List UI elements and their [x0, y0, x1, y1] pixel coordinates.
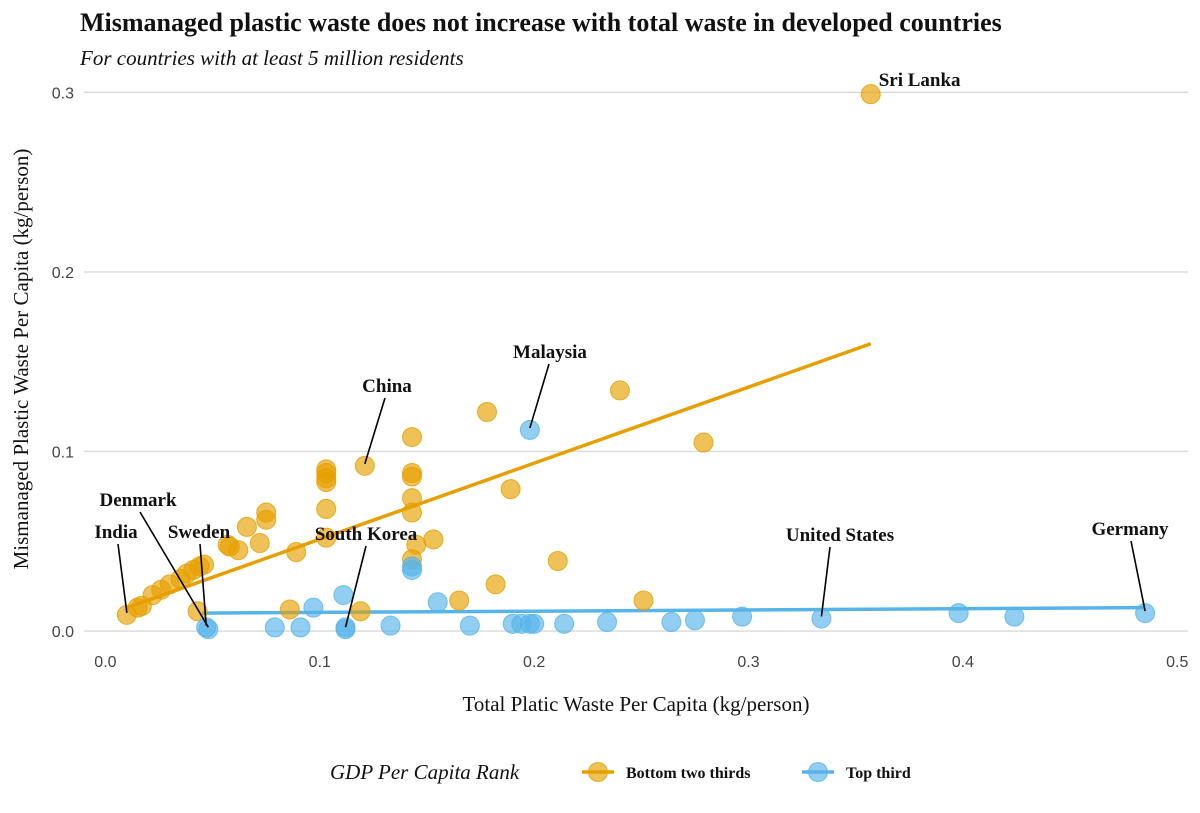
data-point — [286, 542, 307, 563]
data-point — [228, 540, 249, 561]
data-points — [116, 84, 1156, 640]
data-point — [264, 617, 285, 638]
legend-label: Bottom two thirds — [626, 765, 750, 782]
y-axis-ticks: 0.0 0.1 0.2 0.3 — [52, 85, 74, 641]
x-axis-ticks: 0.0 0.1 0.2 0.3 0.4 0.5 — [94, 654, 1188, 671]
data-point — [661, 612, 682, 633]
data-point — [316, 527, 337, 548]
country-label: China — [362, 376, 412, 397]
data-point — [860, 84, 881, 105]
y-tick-label: 0.3 — [52, 85, 74, 102]
annotation-leader-line — [820, 546, 831, 617]
data-point — [547, 550, 568, 571]
country-label: Germany — [1091, 519, 1169, 540]
annotation-leader-line — [344, 545, 367, 628]
x-tick-label: 0.1 — [309, 654, 331, 671]
x-axis-title: Total Platic Waste Per Capita (kg/person… — [463, 692, 810, 716]
chart-subtitle: For countries with at least 5 million re… — [80, 46, 464, 70]
data-point — [401, 502, 422, 523]
x-tick-label: 0.3 — [737, 654, 759, 671]
data-point — [597, 612, 618, 633]
grid-lines — [84, 91, 1188, 632]
y-axis-title: Mismanaged Plastic Waste Per Capita (kg/… — [9, 149, 33, 570]
legend-title: GDP Per Capita Rank — [330, 760, 520, 784]
data-point — [609, 380, 630, 401]
x-tick-label: 0.5 — [1166, 654, 1188, 671]
legend-label: Top third — [846, 765, 911, 782]
legend-marker — [808, 762, 828, 782]
annotation-leader-line — [529, 363, 550, 429]
annotation-leader-line — [117, 543, 128, 613]
legend-marker — [588, 762, 608, 782]
data-point — [290, 617, 311, 638]
data-point — [519, 419, 540, 440]
country-label: Denmark — [99, 490, 176, 511]
data-point — [459, 615, 480, 636]
legend: GDP Per Capita Rank Bottom two thirds Top… — [330, 760, 911, 784]
country-label: Malaysia — [513, 342, 587, 363]
data-point — [401, 559, 422, 580]
country-label: Sweden — [168, 522, 231, 543]
data-point — [401, 427, 422, 448]
data-point — [423, 529, 444, 550]
trend-lines — [126, 342, 1146, 615]
data-point — [693, 432, 714, 453]
chart-title: Mismanaged plastic waste does not increa… — [80, 8, 1002, 37]
country-label: United States — [786, 525, 894, 546]
data-point — [249, 533, 270, 554]
y-tick-label: 0.0 — [52, 624, 74, 641]
data-point — [1004, 606, 1025, 627]
data-point — [633, 590, 654, 611]
data-point — [485, 574, 506, 595]
data-point — [236, 516, 257, 537]
x-tick-label: 0.4 — [952, 654, 974, 671]
annotation-leader-line — [1130, 540, 1146, 612]
data-point — [732, 606, 753, 627]
y-tick-label: 0.2 — [52, 265, 74, 282]
data-point — [333, 585, 354, 606]
data-point — [279, 599, 300, 620]
data-point — [500, 479, 521, 500]
data-point — [948, 603, 969, 624]
data-point — [380, 615, 401, 636]
data-point — [401, 466, 422, 487]
y-tick-label: 0.1 — [52, 444, 74, 461]
annotation-leader-line — [364, 397, 386, 465]
data-point — [198, 619, 219, 640]
data-point — [194, 554, 215, 575]
data-point — [316, 471, 337, 492]
data-point — [554, 613, 575, 634]
country-label: South Korea — [315, 524, 418, 545]
data-point — [303, 597, 324, 618]
data-point — [335, 617, 356, 638]
annotation-leader-line — [139, 511, 210, 628]
country-label: India — [94, 522, 138, 543]
x-tick-label: 0.0 — [94, 654, 116, 671]
data-point — [256, 509, 277, 530]
data-point — [684, 610, 705, 631]
x-tick-label: 0.2 — [523, 654, 545, 671]
trend-line — [126, 342, 872, 610]
trend-line — [201, 605, 1146, 615]
data-point — [1135, 603, 1156, 624]
data-point — [354, 455, 375, 476]
data-point — [350, 601, 371, 622]
data-point — [524, 613, 545, 634]
annotation-leader-line — [199, 543, 207, 626]
country-label: Sri Lanka — [879, 70, 961, 91]
data-point — [811, 608, 832, 629]
country-annotations: Sri Lanka Malaysia China Denmark India Sweden… — [94, 70, 1169, 628]
data-point — [477, 401, 498, 422]
data-point — [449, 590, 470, 611]
data-point — [427, 592, 448, 613]
data-point — [316, 498, 337, 519]
